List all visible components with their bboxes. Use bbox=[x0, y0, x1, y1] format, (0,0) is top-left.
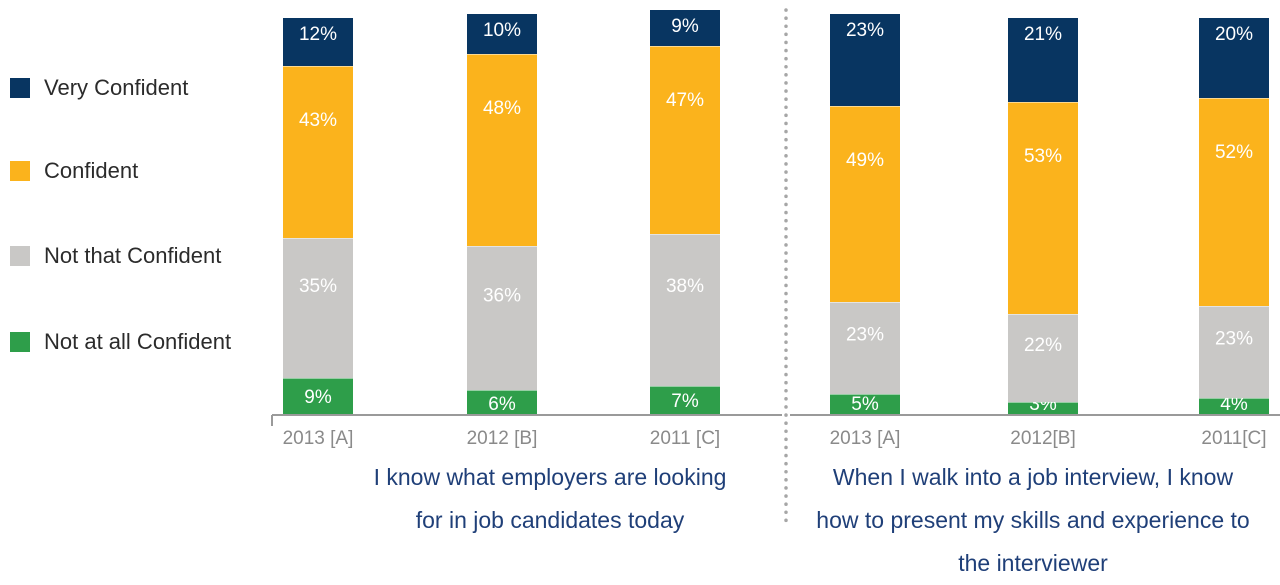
bar-segment-very-confident bbox=[650, 10, 720, 46]
bar-segment-not-at-all-confident bbox=[1008, 402, 1078, 414]
x-tick-label: 2012[B] bbox=[1010, 428, 1076, 449]
bar-segment-not-that-confident bbox=[650, 234, 720, 386]
caption-left-line-1: I know what employers are looking bbox=[373, 464, 727, 490]
chart-panel-2: 5%23%49%23%2013 [A]3%22%53%21%2012[B]4%2… bbox=[790, 14, 1280, 449]
legend-swatch-very-confident bbox=[10, 78, 30, 98]
stacked-bar-chart: 9% 35% 43% 12% 2013 [A] 6% 36% 48% 10% 2012 [B] 7%… bbox=[271, 8, 1280, 524]
bar-segment-not-at-all-confident bbox=[650, 386, 720, 414]
data-label-very-confident: 10% bbox=[483, 20, 521, 41]
data-label-very-confident: 20% bbox=[1215, 24, 1253, 45]
data-label-not-at-all-confident: 6% bbox=[488, 394, 516, 415]
bar-segment-not-that-confident bbox=[467, 246, 537, 390]
data-label-confident: 53% bbox=[1024, 146, 1062, 167]
chart-caption-right: When I walk into a job interview, I know… bbox=[786, 456, 1280, 585]
bar-segment-very-confident bbox=[1199, 18, 1269, 98]
bar-segment-not-at-all-confident bbox=[283, 378, 353, 414]
data-label-not-that-confident: 36% bbox=[483, 286, 521, 307]
data-label-confident: 43% bbox=[299, 110, 337, 131]
bar-segment-not-at-all-confident bbox=[1199, 398, 1269, 414]
x-tick-label: 2013 [A] bbox=[830, 428, 901, 449]
bar-segment-not-that-confident bbox=[283, 238, 353, 378]
data-label-not-at-all-confident: 9% bbox=[304, 387, 332, 408]
bar-segment-very-confident bbox=[283, 18, 353, 66]
data-label-confident: 49% bbox=[846, 150, 884, 171]
data-label-very-confident: 21% bbox=[1024, 24, 1062, 45]
x-tick-label: 2011[C] bbox=[1201, 428, 1266, 449]
bar-segment-not-that-confident bbox=[1199, 306, 1269, 398]
legend-item-very-confident: Very Confident bbox=[10, 75, 188, 101]
data-label-not-at-all-confident: 4% bbox=[1220, 394, 1248, 415]
bar-segment-very-confident bbox=[1008, 18, 1078, 102]
data-label-not-that-confident: 23% bbox=[1215, 328, 1253, 349]
legend-swatch-not-at-all-confident bbox=[10, 332, 30, 352]
bar-segment-not-at-all-confident bbox=[830, 394, 900, 414]
bar-segment-confident bbox=[467, 54, 537, 246]
data-label-very-confident: 23% bbox=[846, 20, 884, 41]
bar-segment-confident bbox=[650, 46, 720, 234]
data-label-not-at-all-confident: 7% bbox=[671, 391, 699, 412]
bar-segment-confident bbox=[830, 106, 900, 302]
data-label-not-that-confident: 23% bbox=[846, 324, 884, 345]
data-label-very-confident: 9% bbox=[671, 16, 699, 37]
x-tick-label: 2011 [C] bbox=[650, 428, 720, 449]
legend-swatch-confident bbox=[10, 161, 30, 181]
bar-segment-confident bbox=[1199, 98, 1269, 306]
legend-label-very-confident: Very Confident bbox=[44, 75, 189, 100]
data-label-not-at-all-confident: 5% bbox=[851, 394, 879, 415]
x-tick-label: 2013 [A] bbox=[283, 428, 354, 449]
data-label-very-confident: 12% bbox=[299, 24, 337, 45]
chart-panel-1: 9% 35% 43% 12% 2013 [A] 6% 36% 48% 10% 2012 [B] 7%… bbox=[271, 10, 782, 449]
bar-segment-not-that-confident bbox=[830, 302, 900, 394]
legend-label-not-that-confident: Not that Confident bbox=[44, 243, 222, 268]
legend-item-confident: Confident bbox=[10, 158, 138, 184]
data-label-confident: 52% bbox=[1215, 142, 1253, 163]
legend-item-not-that-confident: Not that Confident bbox=[10, 243, 221, 269]
legend-swatch-not-that-confident bbox=[10, 246, 30, 266]
chart-caption-left: I know what employers are looking for in… bbox=[300, 456, 800, 542]
bar-segment-confident bbox=[1008, 102, 1078, 314]
caption-right-line-1: When I walk into a job interview, I know bbox=[832, 464, 1234, 490]
caption-left-line-2: for in job candidates today bbox=[415, 507, 685, 533]
bar-segment-not-at-all-confident bbox=[467, 390, 537, 414]
legend-item-not-at-all-confident: Not at all Confident bbox=[10, 329, 231, 355]
x-tick-label: 2012 [B] bbox=[467, 428, 538, 449]
data-label-confident: 47% bbox=[666, 90, 704, 111]
bar-segment-very-confident bbox=[467, 14, 537, 54]
data-label-not-that-confident: 38% bbox=[666, 276, 704, 297]
data-label-not-that-confident: 22% bbox=[1024, 335, 1062, 356]
bar-segment-not-that-confident bbox=[1008, 314, 1078, 402]
legend-label-not-at-all-confident: Not at all Confident bbox=[44, 329, 232, 354]
bar-segment-confident bbox=[283, 66, 353, 238]
caption-right-line-3: the interviewer bbox=[958, 550, 1108, 576]
bar-segment-very-confident bbox=[830, 14, 900, 106]
data-label-confident: 48% bbox=[483, 98, 521, 119]
legend-label-confident: Confident bbox=[44, 158, 139, 183]
caption-right-line-2: how to present my skills and experience … bbox=[816, 507, 1250, 533]
data-label-not-that-confident: 35% bbox=[299, 276, 337, 297]
